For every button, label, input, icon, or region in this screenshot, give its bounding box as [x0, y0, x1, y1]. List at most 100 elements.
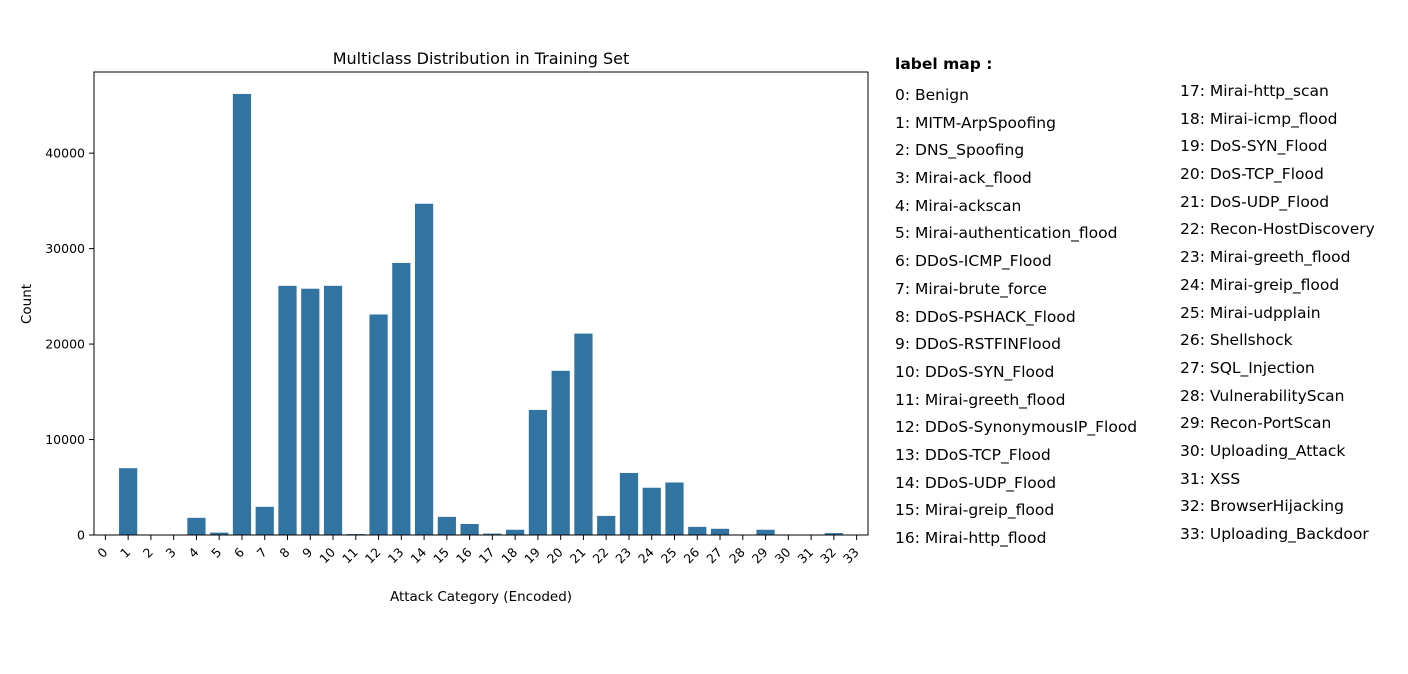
- label-map-item: 29: Recon-PortScan: [1180, 414, 1332, 433]
- y-axis: 0 10000 20000 30000 40000: [45, 146, 94, 543]
- x-tick-label: 21: [567, 545, 589, 567]
- x-tick-label: 5: [208, 545, 224, 561]
- bar-26: [688, 526, 707, 535]
- x-tick-label: 3: [163, 545, 179, 561]
- label-map-item: 13: DDoS-TCP_Flood: [895, 445, 1051, 464]
- x-tick-label: 26: [681, 544, 703, 566]
- x-tick-label: 23: [612, 545, 634, 567]
- y-tick-label: 10000: [45, 432, 85, 447]
- label-map-title: label map :: [895, 55, 993, 73]
- x-tick-label: 16: [453, 544, 475, 566]
- bar-23: [619, 472, 639, 535]
- bar-24: [642, 487, 661, 535]
- y-tick-label: 30000: [45, 241, 85, 256]
- label-map-item: 3: Mirai-ack_flood: [895, 169, 1032, 188]
- label-map-item: 9: DDoS-RSTFINFlood: [895, 335, 1061, 354]
- x-tick-label: 14: [407, 544, 429, 566]
- x-tick-label: 31: [794, 545, 816, 567]
- x-tick-label: 10: [316, 544, 338, 566]
- x-tick-label: 20: [544, 544, 566, 566]
- label-map-item: 7: Mirai-brute_force: [895, 279, 1047, 298]
- x-tick-label: 19: [521, 544, 543, 566]
- x-axis-label: Attack Category (Encoded): [390, 589, 572, 605]
- x-tick-label: 24: [635, 544, 657, 566]
- x-tick-label: 15: [430, 545, 452, 567]
- label-map-item: 5: Mirai-authentication_flood: [895, 224, 1118, 243]
- bar-12: [369, 314, 388, 535]
- bar-13: [392, 262, 411, 535]
- label-map-item: 17: Mirai-http_scan: [1180, 82, 1329, 100]
- x-tick-label: 25: [658, 545, 680, 567]
- label-map-item: 6: DDoS-ICMP_Flood: [895, 252, 1052, 271]
- bar-6: [232, 93, 252, 536]
- x-tick-label: 11: [339, 545, 361, 567]
- label-map-item: 12: DDoS-SynonymousIP_Flood: [895, 418, 1138, 437]
- bar-14: [414, 203, 434, 535]
- bar-5: [210, 532, 229, 535]
- y-tick-label: 0: [77, 528, 85, 543]
- y-axis-label: Count: [19, 284, 35, 324]
- x-tick-label: 28: [726, 544, 748, 566]
- label-map: label map : 0: Benign 1: MITM-ArpSpoofing…: [895, 52, 1405, 602]
- y-tick-label: 40000: [45, 146, 85, 161]
- bar-10: [323, 285, 343, 535]
- label-map-item: 15: Mirai-greip_flood: [895, 501, 1055, 520]
- bar-32: [824, 533, 843, 535]
- bar-4: [187, 517, 206, 535]
- bar-16: [460, 524, 479, 535]
- x-tick-label: 2: [140, 545, 156, 561]
- x-tick-label: 9: [299, 544, 315, 560]
- label-map-item: 1: MITM-ArpSpoofing: [895, 113, 1056, 132]
- label-map-item: 31: XSS: [1180, 469, 1241, 488]
- bar-18: [506, 529, 525, 535]
- label-map-item: 32: BrowserHijacking: [1180, 497, 1344, 516]
- label-map-item: 8: DDoS-PSHACK_Flood: [895, 307, 1076, 326]
- x-tick-label: 18: [498, 544, 520, 566]
- bar-21: [574, 333, 593, 535]
- x-tick-label: 17: [476, 545, 498, 567]
- bar-27: [710, 528, 730, 535]
- label-map-item: 16: Mirai-http_flood: [895, 529, 1047, 547]
- x-tick-label: 29: [749, 544, 771, 566]
- label-map-columns: 0: Benign 1: MITM-ArpSpoofing 2: DNS_Spoof…: [895, 82, 1405, 602]
- bar-9: [301, 288, 320, 535]
- x-tick-label: 27: [703, 545, 725, 567]
- x-tick-label: 22: [589, 545, 611, 567]
- y-tick-label: 20000: [45, 337, 85, 352]
- label-map-item: 21: DoS-UDP_Flood: [1180, 192, 1330, 211]
- x-tick-label: 32: [817, 545, 839, 567]
- x-tick-label: 12: [362, 545, 384, 567]
- x-tick-label: 33: [840, 545, 862, 567]
- bar-chart: Multiclass Distribution in Training Set …: [19, 49, 869, 605]
- x-tick-label: 6: [231, 544, 247, 560]
- x-tick-label: 4: [185, 544, 201, 560]
- bar-8: [278, 285, 297, 535]
- label-map-item: 11: Mirai-greeth_flood: [895, 390, 1066, 409]
- label-map-item: 27: SQL_Injection: [1180, 358, 1315, 377]
- bar-22: [597, 515, 616, 535]
- chart-title: Multiclass Distribution in Training Set: [333, 49, 630, 68]
- label-map-item: 10: DDoS-SYN_Flood: [895, 362, 1055, 381]
- bars-group: [119, 93, 843, 536]
- label-map-item: 19: DoS-SYN_Flood: [1180, 137, 1328, 156]
- bar-17: [483, 533, 502, 535]
- x-tick-label: 13: [385, 545, 407, 567]
- x-tick-label: 7: [254, 545, 270, 561]
- x-tick-label: 1: [117, 545, 133, 561]
- bar-19: [528, 409, 548, 535]
- x-tick-label: 30: [772, 544, 794, 566]
- label-map-item: 18: Mirai-icmp_flood: [1180, 109, 1338, 128]
- label-map-item: 4: Mirai-ackscan: [895, 196, 1022, 215]
- label-map-item: 30: Uploading_Attack: [1180, 441, 1346, 460]
- x-axis: 0 1 2 3 4 5 6 7 8 9 10 11 12 13 14 15 16 17 18 19 20 21 22 23 24…: [94, 535, 862, 567]
- label-map-item: 24: Mirai-greip_flood: [1180, 275, 1340, 294]
- bar-25: [665, 482, 684, 535]
- label-map-column-right: 17: Mirai-http_scan 18: Mirai-icmp_flood 1…: [1180, 78, 1375, 549]
- label-map-item: 26: Shellshock: [1180, 331, 1293, 350]
- label-map-item: 22: Recon-HostDiscovery: [1180, 220, 1375, 239]
- x-tick-label: 8: [276, 544, 292, 560]
- bar-29: [756, 529, 775, 535]
- label-map-item: 2: DNS_Spoofing: [895, 141, 1025, 160]
- label-map-column-left: 0: Benign 1: MITM-ArpSpoofing 2: DNS_Spoof…: [895, 82, 1137, 553]
- plot-frame: [93, 71, 869, 536]
